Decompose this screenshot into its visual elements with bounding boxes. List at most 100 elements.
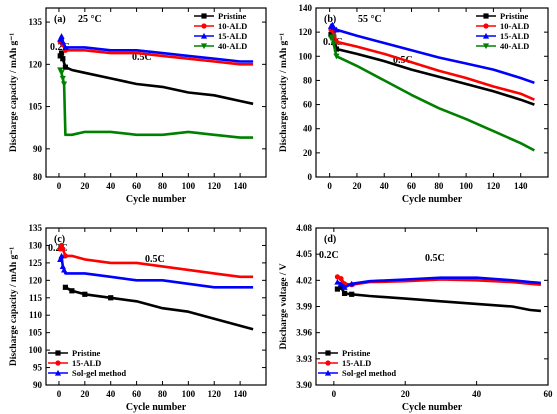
data-point <box>333 26 340 33</box>
series-pristine <box>334 284 542 313</box>
x-tick-label: 60 <box>132 181 142 191</box>
panel-label: (c) <box>54 234 65 245</box>
series-40-ald <box>57 67 254 139</box>
y-tick-label: 115 <box>29 293 43 303</box>
panel-d: 0 20 40 60 3.90 3.93 3.96 3.99 4.02 4.05 4.08 Cycle… <box>279 223 553 413</box>
y-tick-label: 135 <box>29 17 43 27</box>
data-point <box>337 280 345 287</box>
y-tick-label: 40 <box>303 124 313 134</box>
data-point <box>329 34 336 41</box>
plot-frame <box>45 227 267 386</box>
plot-frame <box>45 7 267 178</box>
rate-label: 0.5C <box>425 253 445 264</box>
data-point <box>62 253 69 259</box>
x-tick-label: 40 <box>380 181 390 191</box>
x-axis-title: Cycle number <box>126 194 187 205</box>
legend-label: Sol-gel method <box>342 368 396 378</box>
data-point <box>59 263 66 269</box>
data-point <box>69 288 75 294</box>
legend-marker <box>325 350 331 356</box>
y-tick-label: 125 <box>29 258 43 268</box>
x-tick-label: 60 <box>132 389 142 399</box>
legend-marker <box>483 13 489 19</box>
data-point <box>330 24 337 30</box>
x-axis-title: Cycle number <box>402 194 463 205</box>
legend-label: Pristine <box>72 348 101 358</box>
series-sol-gel-method <box>57 252 254 289</box>
legend-label: 15-ALD <box>342 358 371 368</box>
data-point <box>58 33 65 39</box>
x-tick-label: 40 <box>106 389 116 399</box>
data-point <box>348 280 355 287</box>
series-line <box>336 285 542 313</box>
series-40-ald <box>327 34 536 152</box>
data-point <box>333 46 340 52</box>
data-point <box>57 256 64 262</box>
legend-label: 40-ALD <box>218 41 247 51</box>
y-tick-label: 3.93 <box>296 354 312 364</box>
rate-label: 0.2C <box>50 42 70 53</box>
series-15-ald <box>327 21 535 85</box>
legend-marker <box>201 13 207 19</box>
panel-label: (d) <box>324 234 336 245</box>
x-axis-title: Cycle number <box>402 402 463 413</box>
rate-label: 0.5C <box>145 254 165 265</box>
data-point <box>341 290 348 297</box>
y-axis-title: Discharge capacity / mAh g⁻¹ <box>9 33 19 152</box>
data-point <box>62 44 69 51</box>
rate-label: 0.2C <box>319 250 339 261</box>
legend-label: Pristine <box>342 348 371 358</box>
data-point <box>58 252 65 259</box>
data-point <box>59 75 66 82</box>
temperature-label: 55 °C <box>358 14 382 25</box>
y-tick-label: 3.99 <box>296 302 312 312</box>
y-tick-label: 90 <box>33 144 43 154</box>
data-point <box>58 70 65 76</box>
legend-marker <box>201 23 207 29</box>
data-point <box>58 50 65 56</box>
x-tick-label: 0 <box>57 181 62 191</box>
legend-marker <box>200 32 208 39</box>
legend-label: 15-ALD <box>500 31 529 41</box>
data-point <box>60 246 66 252</box>
legend-marker <box>483 23 489 29</box>
y-tick-label: 20 <box>303 148 313 158</box>
series-15-ald <box>57 242 254 279</box>
x-tick-label: 20 <box>401 389 411 399</box>
legend-marker <box>55 360 61 366</box>
legend-marker <box>55 350 61 356</box>
y-tick-label: 135 <box>29 223 43 233</box>
data-point <box>338 284 344 290</box>
temperature-label: 25 °C <box>78 14 102 25</box>
y-tick-label: 60 <box>303 100 313 110</box>
y-tick-label: 105 <box>29 328 43 338</box>
legend-label: 40-ALD <box>500 41 529 51</box>
legend-marker <box>200 43 208 50</box>
x-tick-label: 120 <box>207 389 221 399</box>
data-point <box>60 56 66 62</box>
x-tick-label: 60 <box>407 181 417 191</box>
data-point <box>341 284 348 290</box>
y-tick-label: 90 <box>33 380 43 390</box>
x-tick-label: 40 <box>106 181 116 191</box>
legend-label: Pristine <box>500 11 529 21</box>
y-tick-label: 80 <box>303 75 313 85</box>
data-point <box>57 53 63 59</box>
data-point <box>330 41 337 48</box>
series-pristine <box>62 284 254 331</box>
panel-a: 0 20 40 60 80 100 120 140 80 90 105 120 135 Cycle num… <box>9 7 267 205</box>
x-tick-label: 40 <box>472 389 482 399</box>
y-tick-label: 100 <box>29 345 43 355</box>
series-sol-gel-method <box>334 276 541 290</box>
data-point <box>334 286 341 292</box>
legend-marker <box>482 43 490 50</box>
y-tick-label: 0 <box>308 172 313 182</box>
y-tick-label: 3.96 <box>296 328 312 338</box>
data-point <box>62 284 69 290</box>
x-tick-label: 120 <box>487 181 501 191</box>
x-tick-label: 120 <box>207 181 221 191</box>
x-tick-label: 0 <box>327 181 332 191</box>
